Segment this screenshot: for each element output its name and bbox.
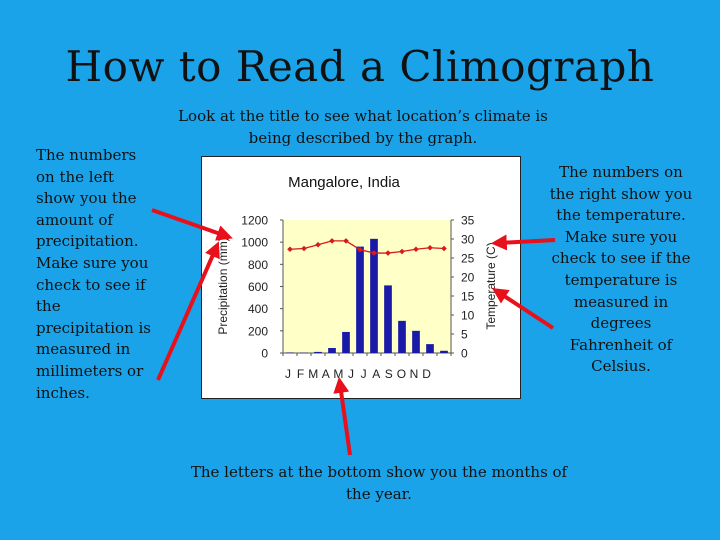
- left-axis-tick-label: 0: [261, 347, 268, 361]
- precipitation-bar: [314, 351, 322, 353]
- right-axis-tick-label: 10: [461, 309, 475, 323]
- precipitation-bar: [440, 350, 448, 353]
- temperature-point: [343, 238, 349, 244]
- left-axis-tick-label: 800: [248, 258, 268, 272]
- left-axis-tick-label: 600: [248, 280, 268, 294]
- climograph-chart: Mangalore, India 0 200 400 600 800 1000 1200 Pre…: [201, 156, 521, 399]
- right-axis-tick-label: 20: [461, 271, 475, 285]
- left-axis-label: Precipitation (mm): [216, 237, 230, 334]
- temperature-note: The numbers on the right show you the te…: [549, 163, 693, 376]
- precipitation-bar: [356, 246, 364, 353]
- climograph-svg: Mangalore, India020040060080010001200Pre…: [201, 156, 521, 399]
- month-label: M: [333, 367, 343, 381]
- precipitation-note: The numbers on the left show you the amo…: [36, 146, 151, 402]
- precipitation-bar: [370, 238, 378, 353]
- precipitation-bar: [384, 285, 392, 353]
- right-axis-tick-label: 0: [461, 347, 468, 361]
- month-label: A: [322, 367, 330, 381]
- month-label: F: [297, 367, 304, 381]
- right-axis-tick-label: 25: [461, 252, 475, 266]
- month-label: J: [348, 367, 354, 381]
- right-axis-tick-label: 5: [461, 328, 468, 342]
- right-axis-tick-label: 30: [461, 233, 475, 247]
- left-axis-tick-label: 400: [248, 302, 268, 316]
- temperature-point: [357, 246, 363, 253]
- temperature-point: [371, 250, 377, 256]
- temperature-point: [441, 245, 447, 252]
- precipitation-bar: [398, 320, 406, 353]
- temperature-point: [385, 250, 391, 256]
- right-axis-tick-label: 35: [461, 214, 475, 228]
- month-label: A: [372, 367, 380, 381]
- left-axis-tick-label: 1200: [241, 214, 268, 228]
- month-label: S: [385, 367, 393, 381]
- month-label: J: [285, 367, 291, 381]
- months-note: The letters at the bottom show you the m…: [190, 463, 568, 503]
- slide-title: How to Read a Climograph: [65, 42, 655, 91]
- precipitation-bar: [328, 348, 336, 353]
- month-label: O: [397, 367, 406, 381]
- left-axis-tick-label: 1000: [241, 236, 268, 250]
- month-label: J: [361, 367, 367, 381]
- temperature-point: [301, 245, 307, 252]
- chart-title: Mangalore, India: [288, 174, 400, 191]
- precipitation-bar: [300, 352, 308, 354]
- precipitation-bar: [412, 330, 420, 353]
- precipitation-bar: [286, 352, 294, 353]
- precipitation-bar: [426, 344, 434, 353]
- title-note: Look at the title to see what location’s…: [178, 107, 548, 147]
- month-label: N: [410, 367, 419, 381]
- month-label: M: [308, 367, 318, 381]
- plot-area: [283, 220, 451, 353]
- right-axis-label: Temperature (C): [484, 242, 498, 329]
- left-axis-tick-label: 200: [248, 324, 268, 338]
- temperature-point: [329, 238, 335, 244]
- month-label: D: [422, 367, 431, 381]
- precipitation-bar: [342, 331, 350, 353]
- right-axis-tick-label: 15: [461, 290, 475, 304]
